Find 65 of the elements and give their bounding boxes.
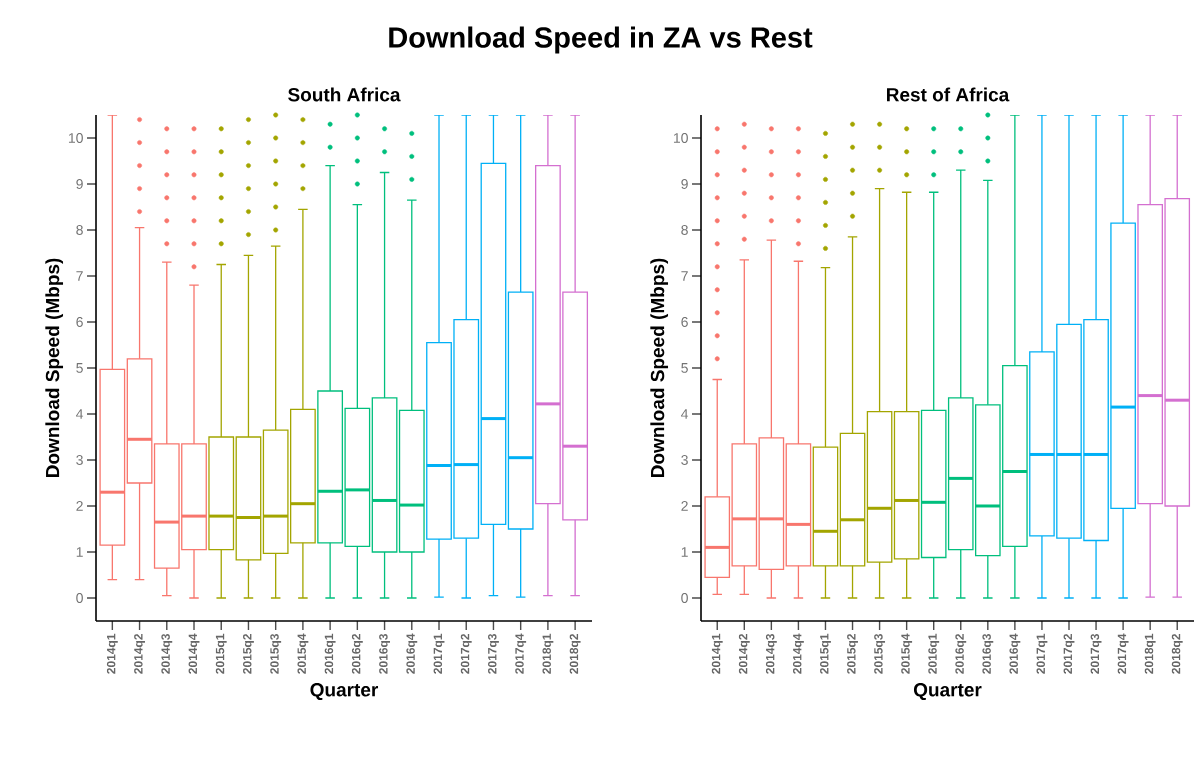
x-tick-label: 2015q1 (820, 633, 831, 674)
y-tick-label: 3 (76, 455, 83, 465)
x-tick-label: 2015q3 (874, 633, 886, 674)
x-tick-label: 2014q3 (765, 633, 777, 674)
x-tick-label: 2018q1 (1144, 633, 1156, 674)
y-tick-label: 8 (76, 225, 83, 235)
x-tick-label: 2016q2 (351, 634, 363, 674)
x-tick-label: 2017q1 (1036, 633, 1048, 674)
y-tick-label: 4 (76, 409, 84, 419)
y-axis-title: Download Speed (Mbps) (45, 258, 64, 478)
x-tick-label: 2018q1 (542, 633, 554, 674)
x-tick-label: 2017q3 (488, 633, 499, 674)
x-tick-label: 2014q3 (161, 633, 173, 674)
x-tick-label: 2014q4 (792, 633, 804, 674)
x-tick-label: 2017q1 (433, 633, 445, 674)
chart-title: South Africa (288, 87, 401, 102)
y-tick-label: 3 (681, 455, 688, 465)
x-tick-label: 2015q4 (297, 633, 309, 674)
y-tick-label: 6 (76, 317, 83, 327)
y-tick-label: 5 (76, 363, 83, 373)
y-tick-label: 10 (68, 133, 83, 143)
y-axis-title: Download Speed (Mbps) (650, 258, 669, 478)
y-tick-label: 4 (681, 409, 689, 419)
y-tick-label: 1 (681, 547, 688, 557)
chart-title: Rest of Africa (887, 87, 1010, 102)
x-tick-label: 2016q3 (982, 633, 994, 674)
x-tick-label: 2014q1 (711, 633, 723, 674)
y-tick-label: 10 (673, 133, 688, 143)
x-tick-label: 2017q2 (1063, 634, 1075, 674)
y-tick-label: 0 (76, 593, 83, 603)
x-tick-label: 2014q2 (738, 634, 750, 674)
y-tick-label: 9 (76, 179, 83, 189)
x-tick-label: 2014q4 (188, 633, 200, 674)
x-axis-title: Quarter (913, 683, 982, 701)
x-tick-label: 2016q3 (379, 633, 390, 674)
y-tick-label: 5 (681, 363, 688, 373)
y-tick-label: 6 (681, 317, 688, 327)
y-tick-label: 0 (681, 593, 688, 603)
x-tick-label: 2015q2 (243, 634, 254, 674)
x-tick-label: 2015q1 (215, 633, 227, 674)
x-tick-label: 2015q4 (901, 633, 913, 674)
y-tick-label: 2 (681, 501, 688, 511)
y-tick-label: 2 (76, 501, 83, 511)
x-axis-title: Quarter (310, 683, 379, 701)
y-tick-label: 9 (681, 179, 688, 189)
y-tick-label: 8 (681, 225, 688, 235)
x-tick-label: 2016q1 (928, 633, 940, 674)
x-tick-label: 2016q1 (324, 633, 336, 674)
x-tick-label: 2018q2 (1171, 634, 1183, 674)
y-tick-label: 1 (76, 547, 83, 557)
x-tick-label: 2017q2 (460, 634, 472, 674)
x-tick-label: 2018q2 (569, 634, 581, 674)
x-tick-label: 2017q4 (1117, 633, 1129, 674)
y-tick-label: 7 (681, 271, 688, 281)
x-tick-label: 2017q4 (515, 633, 527, 674)
x-tick-label: 2015q2 (847, 634, 858, 674)
x-tick-label: 2016q2 (955, 634, 967, 674)
y-tick-label: 7 (76, 271, 83, 281)
x-tick-label: 2014q2 (134, 634, 145, 674)
x-tick-label: 2016q4 (406, 633, 418, 674)
x-tick-label: 2016q4 (1009, 633, 1021, 674)
x-tick-label: 2015q3 (270, 633, 282, 674)
x-tick-label: 2017q3 (1090, 633, 1102, 674)
text: Download Speed in ZA vs Rest (389, 26, 813, 54)
x-tick-label: 2014q1 (106, 633, 118, 674)
